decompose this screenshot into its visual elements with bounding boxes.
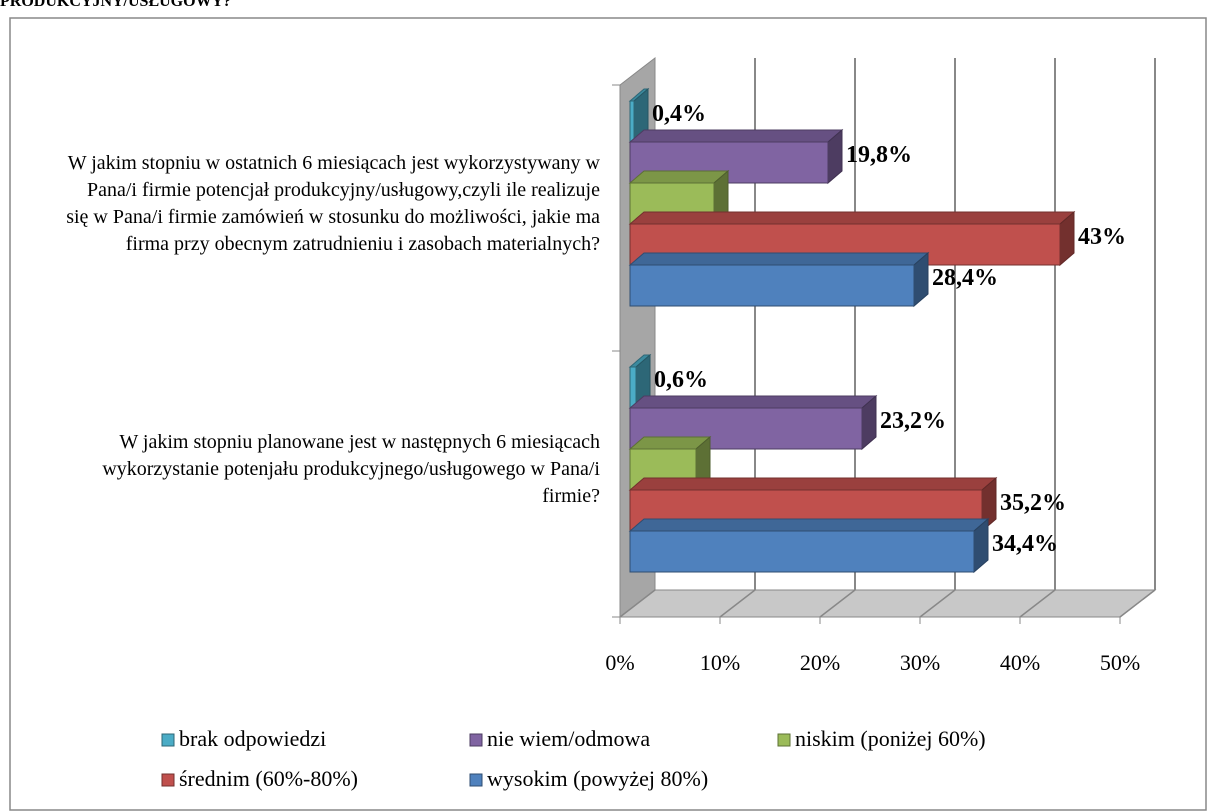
data-label: 0,6% <box>654 367 708 393</box>
legend-marker <box>777 733 791 747</box>
bar-front <box>629 100 635 143</box>
chart-border <box>9 17 1207 811</box>
legend-marker <box>469 733 483 747</box>
bar-front <box>629 264 915 307</box>
legend-label: wysokim (powyżej 80%) <box>487 766 708 791</box>
bar-top <box>628 252 930 266</box>
floor-grid-line <box>919 589 956 618</box>
bar-top <box>628 477 998 491</box>
bar-front <box>629 141 829 184</box>
bar-top <box>628 518 990 532</box>
floor-grid-line <box>1019 589 1056 618</box>
floor <box>618 589 1157 618</box>
legend-label: niskim (poniżej 60%) <box>795 726 986 751</box>
floor-grid-line <box>619 589 656 618</box>
data-label: 0,4% <box>652 101 706 127</box>
legend-marker <box>161 733 175 747</box>
x-tick-label: 10% <box>700 650 740 675</box>
bar-front <box>629 366 637 409</box>
data-label: 35,2% <box>1000 490 1066 516</box>
bar-top <box>628 395 878 409</box>
bar-top <box>628 129 844 143</box>
legend-label: średnim (60%-80%) <box>179 766 358 791</box>
floor-grid-line <box>819 589 856 618</box>
bar-top <box>628 211 1076 225</box>
legend-label: nie wiem/odmowa <box>487 726 650 751</box>
x-tick-label: 0% <box>605 650 634 675</box>
x-tick-label: 40% <box>1000 650 1040 675</box>
data-label: 19,8% <box>846 142 912 168</box>
category-label: W jakim stopniu planowane jest w następn… <box>102 431 600 507</box>
x-tick-label: 50% <box>1100 650 1140 675</box>
legend-marker <box>469 773 483 787</box>
bar-top <box>628 170 730 184</box>
data-label: 43% <box>1078 224 1126 250</box>
floor-grid-line <box>1119 589 1156 618</box>
data-label: 28,4% <box>932 265 998 291</box>
floor-grid-line <box>719 589 756 618</box>
legend-marker <box>161 773 175 787</box>
x-tick-label: 30% <box>900 650 940 675</box>
bar <box>628 251 930 308</box>
bar <box>628 517 990 574</box>
bar-front <box>629 530 975 573</box>
category-label: W jakim stopniu w ostatnich 6 miesiącach… <box>66 151 600 255</box>
data-label: 23,2% <box>880 408 946 434</box>
data-label: 34,4% <box>992 531 1058 557</box>
legend-label: brak odpowiedzi <box>179 726 326 751</box>
x-tick-label: 20% <box>800 650 840 675</box>
bar <box>628 128 844 185</box>
heading: PRODUKCYJNY/USŁUGOWY? <box>0 0 231 10</box>
